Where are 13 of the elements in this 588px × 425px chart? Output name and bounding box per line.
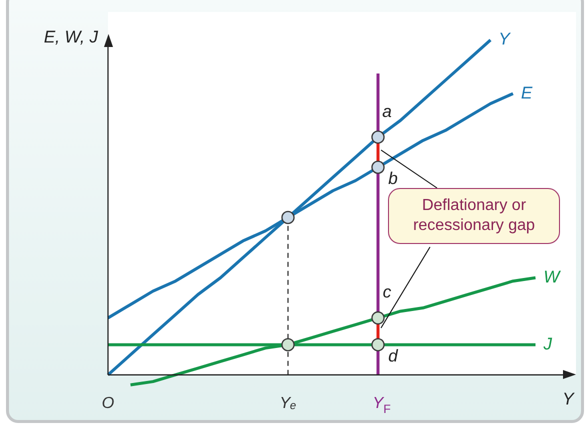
- y-axis-title: E, W, J: [44, 28, 98, 47]
- callout-box: Deflationary or recessionary gap: [388, 188, 560, 244]
- annotation: a: [382, 102, 392, 121]
- x-tick-label: O: [102, 394, 114, 412]
- series-label: W: [544, 267, 562, 286]
- series-label: J: [542, 334, 552, 354]
- x-axis-title: Y: [562, 390, 576, 409]
- annotation: c: [382, 282, 392, 302]
- annotation: d: [388, 346, 398, 366]
- series-label: Y: [498, 30, 512, 49]
- annotation: b: [388, 168, 398, 188]
- x-tick-label: Yₑ: [280, 394, 296, 412]
- series-label: E: [521, 83, 533, 102]
